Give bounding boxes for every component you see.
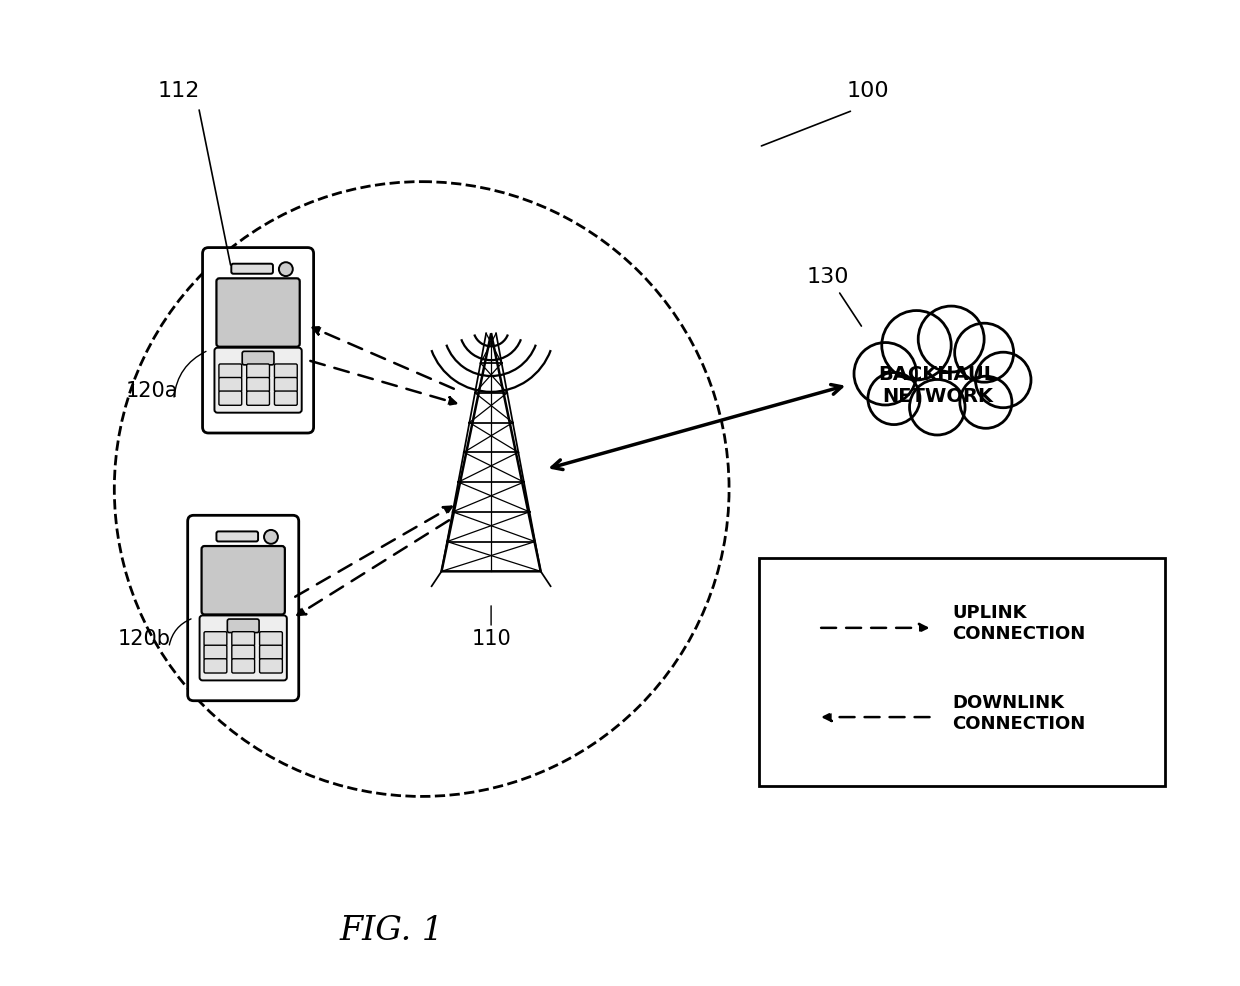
FancyBboxPatch shape [232,264,273,274]
Text: 120a: 120a [125,381,179,400]
Circle shape [976,353,1030,408]
FancyBboxPatch shape [219,391,242,406]
FancyBboxPatch shape [247,391,269,406]
Text: 110: 110 [471,628,511,648]
FancyBboxPatch shape [759,559,1166,787]
FancyBboxPatch shape [202,248,314,434]
FancyBboxPatch shape [232,632,254,646]
FancyBboxPatch shape [247,378,269,392]
FancyBboxPatch shape [242,352,274,366]
FancyBboxPatch shape [274,365,298,379]
Text: FIG. 1: FIG. 1 [340,914,444,947]
FancyBboxPatch shape [205,632,227,646]
Circle shape [909,380,965,436]
FancyBboxPatch shape [205,659,227,673]
Circle shape [264,530,278,544]
Circle shape [882,312,951,381]
Circle shape [279,263,293,277]
FancyBboxPatch shape [217,531,258,542]
FancyBboxPatch shape [202,546,285,615]
Text: 112: 112 [157,81,200,102]
FancyBboxPatch shape [232,646,254,660]
FancyBboxPatch shape [217,279,300,347]
FancyBboxPatch shape [187,516,299,701]
Circle shape [918,307,985,373]
FancyBboxPatch shape [232,659,254,673]
Text: 120b: 120b [118,628,171,648]
Text: 100: 100 [847,81,889,102]
FancyBboxPatch shape [227,619,259,633]
FancyBboxPatch shape [259,632,283,646]
FancyBboxPatch shape [274,391,298,406]
Circle shape [955,323,1013,383]
Text: DOWNLINK
CONNECTION: DOWNLINK CONNECTION [952,693,1085,732]
FancyBboxPatch shape [215,348,301,413]
FancyBboxPatch shape [259,659,283,673]
Ellipse shape [872,346,1002,415]
Circle shape [854,343,916,405]
FancyBboxPatch shape [219,378,242,392]
FancyBboxPatch shape [205,646,227,660]
FancyBboxPatch shape [274,378,298,392]
Text: UPLINK
CONNECTION: UPLINK CONNECTION [952,603,1085,643]
Text: 130: 130 [807,266,849,287]
FancyBboxPatch shape [259,646,283,660]
FancyBboxPatch shape [247,365,269,379]
FancyBboxPatch shape [219,365,242,379]
Text: BACKHAUL
NETWORK: BACKHAUL NETWORK [878,365,997,406]
Circle shape [960,377,1012,429]
Circle shape [868,373,920,425]
FancyBboxPatch shape [200,616,286,680]
